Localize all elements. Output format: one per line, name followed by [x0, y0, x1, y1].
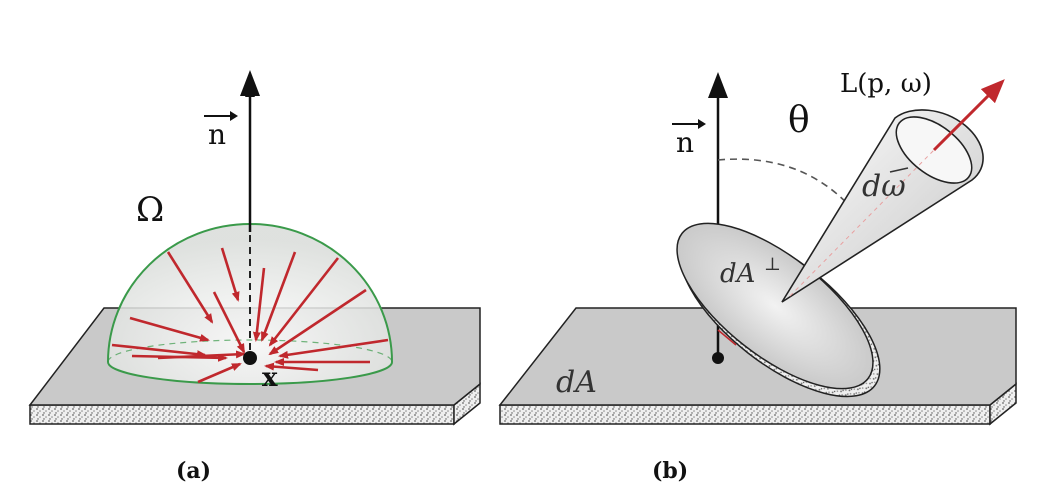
projected-area-disk: [676, 222, 881, 398]
point-x-dot: [243, 351, 257, 365]
normal-vector-bar-head-b: [698, 119, 706, 129]
point-p-dot: [712, 352, 724, 364]
radiance-label: L(p, ω): [840, 69, 932, 99]
radiance-arrow: [932, 79, 1005, 152]
normal-label-a: n: [208, 118, 226, 151]
normal-arrowhead-a: [240, 70, 260, 96]
hemisphere: [107, 223, 393, 385]
ray-inside-cone: [789, 149, 935, 297]
normal-label-b: n: [676, 126, 694, 159]
area-label: dA: [556, 365, 597, 400]
panel-a: n Ω x (a): [28, 70, 481, 484]
incident-light-arrows: [111, 247, 389, 384]
panel-b: n θ L(p, ω) dω dA ⊥ dA (b): [498, 69, 1017, 484]
normal-arrowhead-b: [708, 72, 728, 98]
hemisphere-label: Ω: [136, 190, 164, 230]
solid-angle-label: dω: [862, 169, 906, 204]
normal-vector-bar-head-a: [230, 111, 238, 121]
solid-angle-vector-bar: [889, 167, 909, 173]
projected-area-superscript: ⊥: [764, 254, 781, 275]
caption-b: (b): [652, 458, 688, 484]
point-label: x: [262, 363, 278, 393]
projected-area-label: dA: [720, 259, 755, 289]
stem-red: [717, 329, 737, 346]
caption-a: (a): [176, 458, 211, 484]
theta-label: θ: [788, 100, 810, 141]
